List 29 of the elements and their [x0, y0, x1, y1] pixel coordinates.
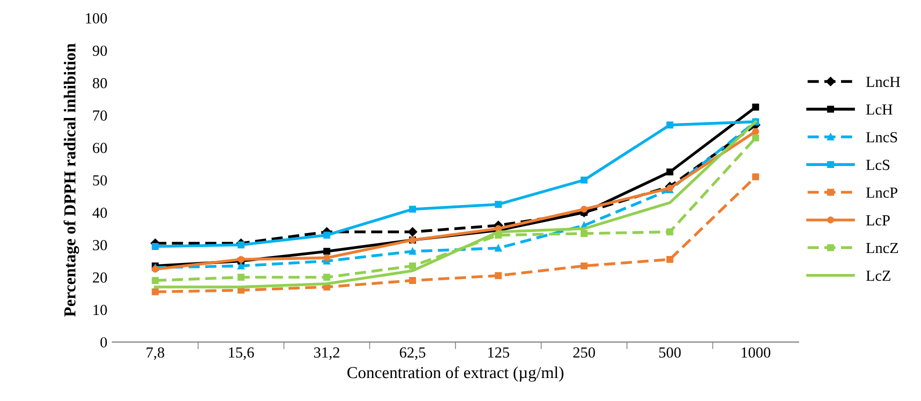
- y-tick-label: 100: [86, 13, 107, 24]
- y-tick-label: 30: [92, 240, 107, 250]
- legend-label: LcP: [866, 215, 890, 226]
- y-tick-label: 20: [92, 272, 107, 283]
- x-tick-label: 500: [659, 347, 681, 358]
- legend-label: LncS: [866, 132, 898, 142]
- y-tick-label: 0: [100, 337, 107, 348]
- x-tick-label: 125: [488, 347, 510, 358]
- y-tick-label: 90: [92, 46, 107, 56]
- x-axis-title: Concentration of extract (µg/ml): [347, 366, 564, 382]
- y-tick-label: 10: [94, 304, 107, 316]
- legend-label: LncH: [866, 76, 900, 87]
- legend-label: LcZ: [866, 270, 890, 281]
- legend-label: LcH: [866, 104, 892, 115]
- x-tick-label: 15,6: [228, 347, 254, 360]
- y-tick-label: 50: [93, 175, 107, 186]
- legend-label: LncZ: [866, 243, 898, 254]
- x-tick-label: 7,8: [146, 347, 164, 360]
- y-tick-label: 60: [92, 142, 107, 154]
- legend-label: LcS: [866, 160, 890, 170]
- x-tick-label: 31,2: [314, 347, 340, 360]
- x-tick-label: 62,5: [400, 347, 426, 360]
- legend-label: LncP: [866, 188, 898, 198]
- y-axis-title: Percentage of DPPH radical inhibition: [64, 43, 80, 317]
- y-tick-label: 70: [93, 110, 107, 121]
- x-tick-label: 250: [573, 347, 595, 358]
- y-tick-label: 80: [92, 78, 107, 88]
- x-tick-label: 1000: [742, 347, 770, 358]
- y-tick-label: 40: [92, 208, 107, 218]
